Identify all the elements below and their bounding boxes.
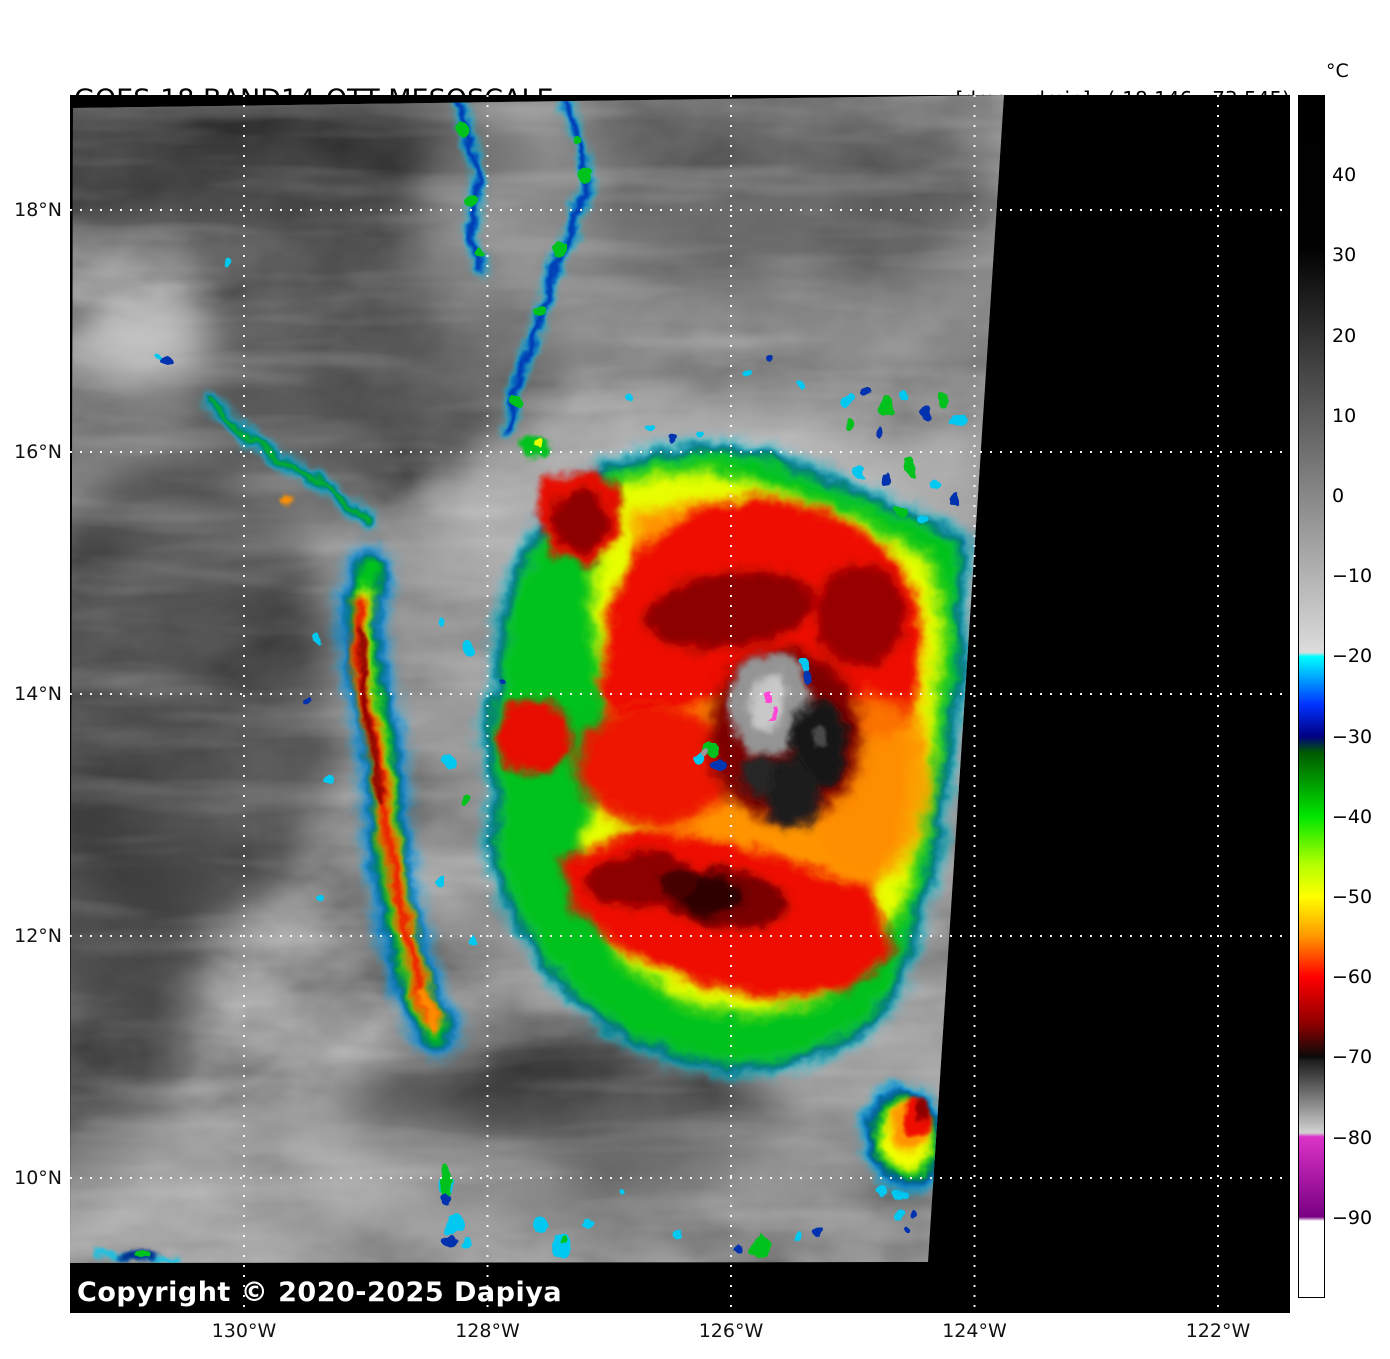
lat-tick-label: 18°N — [14, 199, 62, 221]
colorbar-tick-label: −90 — [1332, 1206, 1373, 1229]
south-specks — [94, 1166, 919, 1263]
colorbar — [1298, 95, 1325, 1298]
latlon-gridlines — [70, 95, 1290, 1313]
colorbar-tick-label: −10 — [1332, 565, 1373, 588]
lon-tick-label: 128°W — [455, 1320, 520, 1342]
eye-fringe-specks — [694, 658, 815, 770]
colorbar-tick-label: −50 — [1332, 886, 1373, 908]
colorbar-tick-label: −30 — [1332, 725, 1373, 748]
colorbar-tick-label: −80 — [1332, 1126, 1373, 1149]
colorbar-unit-label: °C — [1326, 60, 1349, 82]
copyright-watermark: Copyright © 2020-2025 Dapiya — [77, 1277, 563, 1308]
northeast-specks — [157, 258, 963, 525]
southeast-storm-cell — [860, 1084, 950, 1236]
lat-tick-label: 10°N — [14, 1167, 62, 1189]
lon-tick-label: 122°W — [1185, 1320, 1251, 1342]
lat-tick-label: 14°N — [14, 683, 62, 705]
red-blob-west — [495, 700, 572, 775]
lon-tick-label: 124°W — [942, 1320, 1007, 1342]
colorbar-tick-label: 0 — [1332, 485, 1345, 507]
lon-tick-label: 130°W — [211, 1320, 277, 1342]
band-side-specks — [300, 615, 504, 945]
lat-tick-label: 12°N — [14, 925, 62, 947]
colorbar-tick-label: −20 — [1332, 645, 1373, 668]
west-convective-band — [201, 391, 504, 1055]
colorbar-tick-label: 40 — [1332, 164, 1357, 187]
north-streaks — [452, 95, 595, 455]
colorbar-tick-label: 10 — [1332, 404, 1357, 427]
center-fix-marker — [763, 695, 768, 704]
center-fix-marker — [770, 710, 775, 720]
colorbar-tick-label: −70 — [1332, 1046, 1373, 1069]
colorbar-tick-label: 30 — [1332, 244, 1357, 267]
eye-region — [728, 653, 848, 828]
lat-tick-label: 16°N — [14, 441, 62, 463]
lon-tick-label: 126°W — [698, 1320, 764, 1342]
colorbar-tick-label: 20 — [1332, 324, 1357, 347]
storm-kiko — [488, 450, 965, 1068]
satellite-data-swath — [70, 95, 1004, 1263]
satellite-image — [70, 95, 1290, 1313]
colorbar-tick-label: −40 — [1332, 805, 1373, 828]
satellite-map — [70, 95, 1290, 1313]
colorbar-tick-label: −60 — [1332, 966, 1373, 989]
